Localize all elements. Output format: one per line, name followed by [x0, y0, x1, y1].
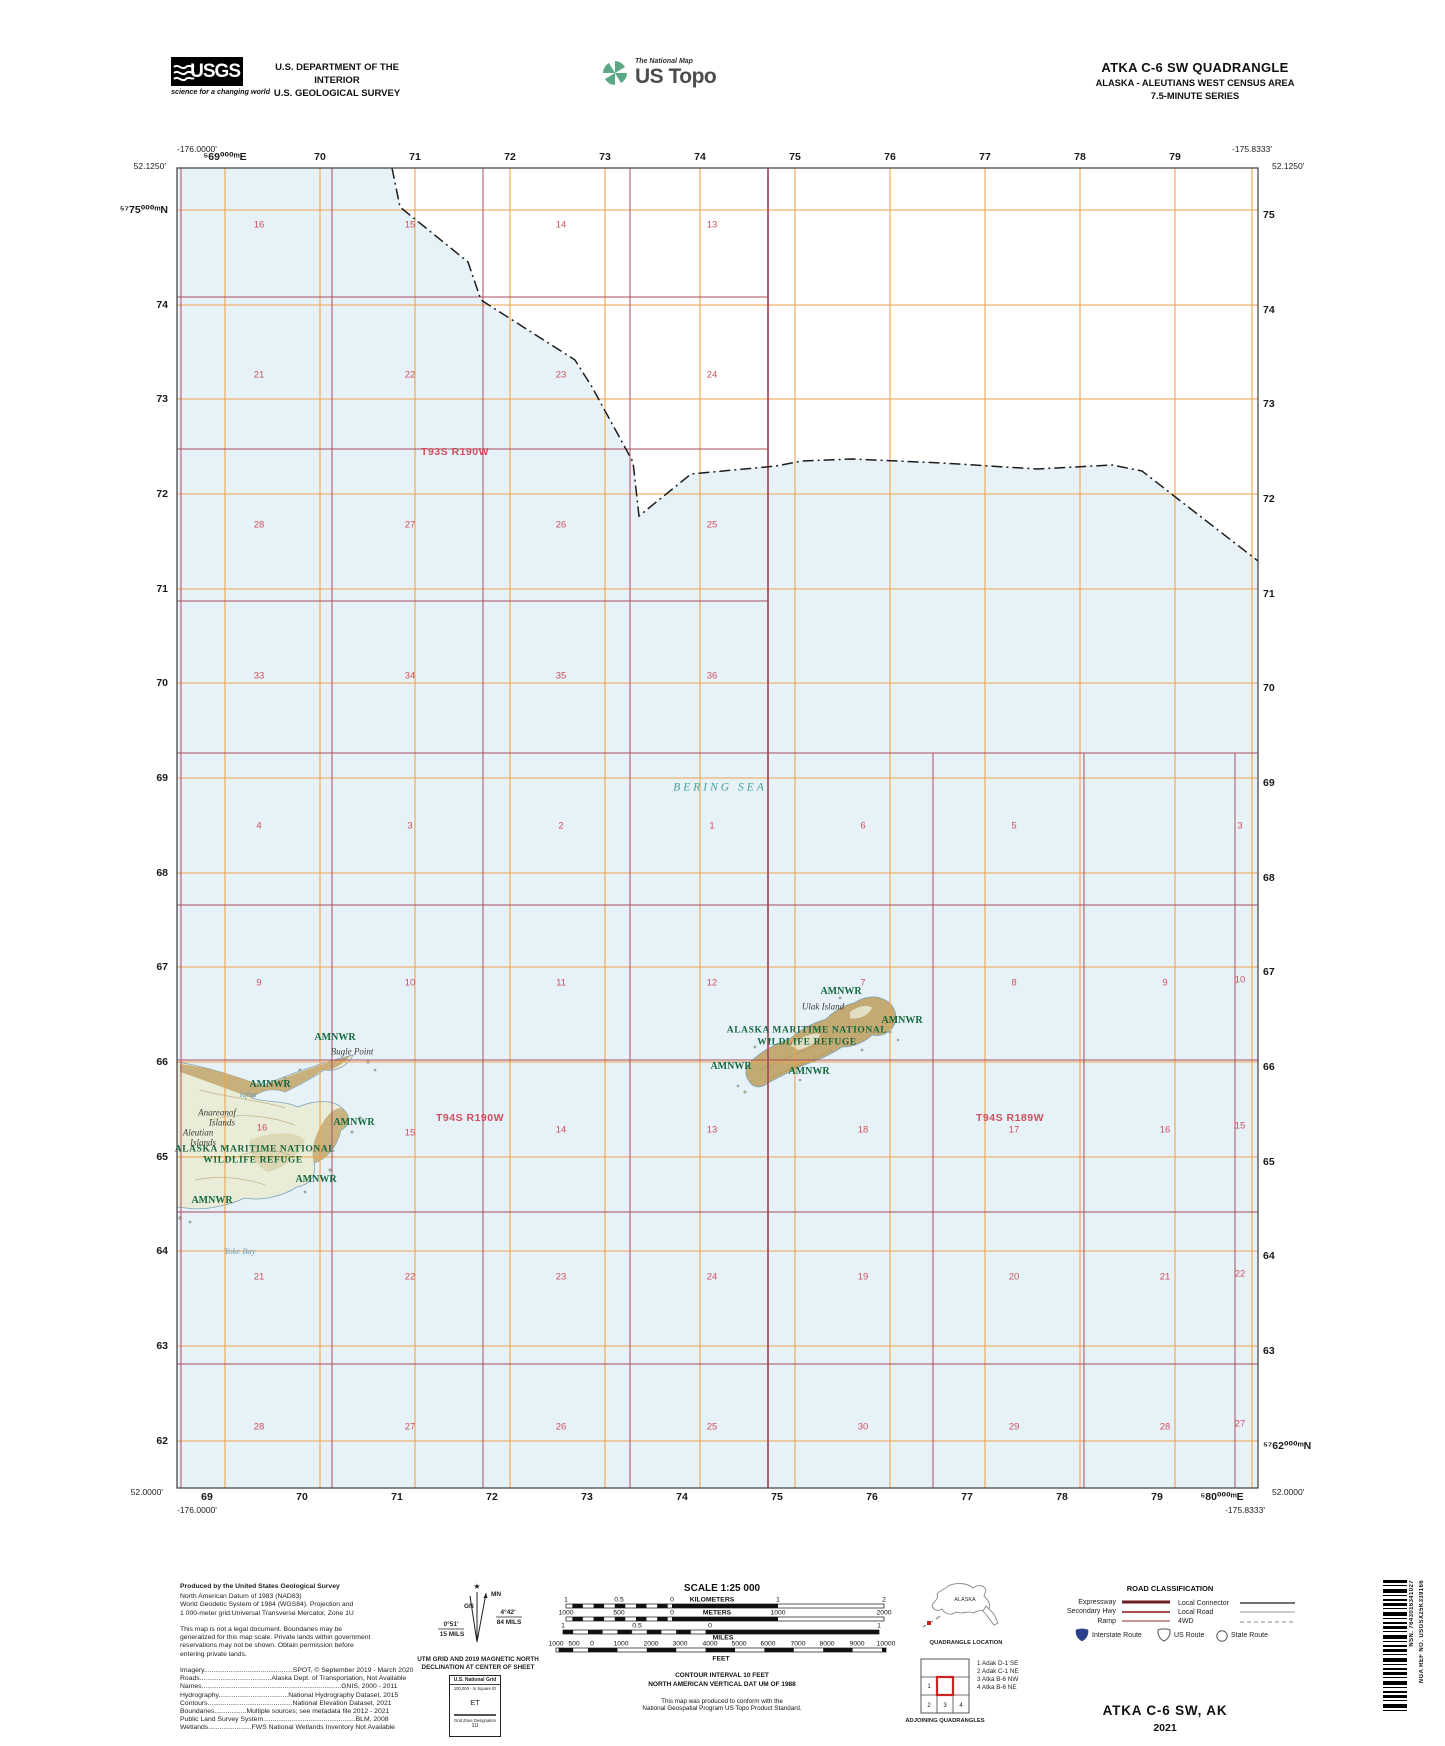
list-line: 3 Atka B-6 NW — [977, 1676, 1019, 1683]
adjoining-quad-list: 1 Adak D-1 SE 2 Adak C-1 NE 3 Atka B-6 NW 4… — [977, 1660, 1019, 1692]
usng-zone-label: Grid Zone Designation — [454, 1718, 496, 1723]
department-heading: U.S. DEPARTMENT OF THE INTERIOR U.S. GEO… — [252, 62, 422, 100]
svg-text:MN: MN — [491, 1591, 501, 1598]
utm-grid — [177, 168, 1258, 1488]
usgs-wordmark: USGS — [190, 60, 241, 82]
svg-text:84 MILS: 84 MILS — [497, 1619, 522, 1626]
road-label-secondary: Secondary Hwy — [1066, 1608, 1116, 1615]
production-credits: Produced by the United States Geological… — [180, 1583, 480, 1733]
svg-text:3: 3 — [943, 1703, 947, 1709]
list-line: Public Land Survey System...............… — [180, 1716, 389, 1724]
list-line: generalized for this map scale. Private … — [180, 1634, 371, 1642]
usng-divider — [454, 1714, 496, 1716]
svg-text:GN: GN — [464, 1603, 474, 1610]
list-line: Roads...................................… — [180, 1675, 407, 1683]
adjoining-quadrangles-diagram: 1 2 3 4 — [920, 1658, 970, 1714]
map-interior — [177, 168, 1258, 1488]
usng-title: U.S. National Grid — [450, 1676, 500, 1685]
adjoining-caption: ADJOINING QUADRANGLES — [905, 1718, 985, 1724]
road-label-interstate: Interstate Route — [1092, 1632, 1142, 1639]
barcode — [1383, 1580, 1407, 1714]
state-route-circle-icon — [1216, 1630, 1228, 1642]
list-line: Names...................................… — [180, 1683, 398, 1691]
scale-title: SCALE 1:25 000 — [683, 1583, 761, 1594]
us-topo-logo: The National Map US Topo — [600, 58, 717, 89]
list-line: 1 000-meter grid:Universal Transverse Me… — [180, 1609, 354, 1617]
quadrangle-series: 7.5-MINUTE SERIES — [1150, 91, 1240, 101]
dept-line1: U.S. DEPARTMENT OF THE INTERIOR — [275, 62, 399, 86]
national-map-brand: The National Map — [635, 58, 693, 65]
usng-subtitle: 100,000 - m Square ID — [453, 1686, 497, 1691]
credits-title: Produced by the United States Geological… — [180, 1583, 340, 1590]
quadrangle-title-block: ATKA C-6 SW QUADRANGLE ALASKA - ALEUTIAN… — [1055, 60, 1335, 101]
list-line: This map is not a legal document. Bounda… — [180, 1626, 343, 1633]
credits-lines: North American Datum of 1983 (NAD83) Worl… — [180, 1593, 480, 1732]
svg-text:1: 1 — [927, 1684, 931, 1690]
barcode-nsn: NSN. 7643016341027 — [1409, 1580, 1415, 1647]
road-classification-samples — [1075, 1600, 1295, 1642]
usng-box: U.S. National Grid 100,000 - m Square ID… — [449, 1675, 501, 1737]
svg-text:15 MILS: 15 MILS — [440, 1631, 465, 1638]
list-line: Imagery.................................… — [180, 1667, 414, 1674]
quadrangle-title: ATKA C-6 SW QUADRANGLE — [1101, 60, 1289, 75]
usng-square-id: ET — [470, 1698, 480, 1707]
road-label-4wd: 4WD — [1178, 1618, 1194, 1625]
list-line: 4 Atka B-6 NE — [977, 1684, 1017, 1691]
list-line: 1 Adak D-1 SE — [977, 1660, 1019, 1667]
road-label-us-route: US Route — [1174, 1632, 1205, 1639]
road-classification-title: ROAD CLASSIFICATION — [1126, 1584, 1214, 1593]
usgs-logo-box: USGS — [171, 57, 243, 86]
interstate-shield-icon — [1075, 1628, 1089, 1642]
quadrangle-location-caption: QUADRANGLE LOCATION — [929, 1640, 1003, 1646]
sheet-title: ATKA C-6 SW, AK — [1102, 1703, 1228, 1718]
road-label-expressway: Expressway — [1078, 1599, 1116, 1606]
list-line: Wetlands.......................FWS Natio… — [180, 1724, 395, 1732]
quadrangle-area: ALASKA - ALEUTIANS WEST CENSUS AREA — [1095, 78, 1295, 88]
list-line: Contours................................… — [180, 1699, 392, 1707]
usgs-tagline: science for a changing world — [171, 87, 271, 96]
list-line: Boundaries.................Multiple sour… — [180, 1708, 390, 1716]
us-topo-wordmark: US Topo — [635, 65, 717, 88]
anareanof-islands — [177, 1054, 377, 1224]
declination-diagram: ★ MN GN 4°42' 84 MILS 0°51' 15 MILS — [438, 1582, 522, 1643]
list-line: Hydrography.............................… — [180, 1691, 399, 1699]
usgs-wave-icon — [173, 64, 195, 82]
road-label-state-route: State Route — [1231, 1632, 1268, 1639]
list-line: reservations may not be shown. Obtain pe… — [180, 1642, 354, 1650]
us-route-shield-icon — [1157, 1628, 1171, 1642]
open-sea-white-region — [392, 168, 1258, 561]
svg-text:0°51': 0°51' — [444, 1620, 459, 1628]
svg-text:4: 4 — [959, 1703, 963, 1709]
list-line: North American Datum of 1983 (NAD83) — [180, 1593, 302, 1601]
svg-text:2: 2 — [927, 1703, 931, 1709]
usgs-logo: USGS science for a changing world — [171, 57, 281, 96]
us-topo-pinwheel-icon — [603, 61, 627, 85]
contour-note: CONTOUR INTERVAL 10 FEET NORTH AMERICAN … — [648, 1672, 796, 1688]
sheet-year: 2021 — [1153, 1722, 1177, 1734]
road-label-local-connector: Local Connector — [1178, 1600, 1229, 1607]
ulak-island — [736, 996, 900, 1094]
list-line: 2 Adak C-1 NE — [977, 1668, 1019, 1675]
section-grid — [177, 168, 1258, 1488]
declination-caption: UTM GRID AND 2019 MAGNETIC NORTH DECLINA… — [417, 1656, 539, 1672]
alaska-locator-map: ALASKA — [922, 1583, 999, 1628]
svg-text:★: ★ — [473, 1582, 480, 1591]
svg-text:4°42': 4°42' — [501, 1608, 516, 1616]
list-line: entering private lands. — [180, 1650, 247, 1658]
map-neatline — [176, 167, 1259, 1489]
dept-line2: U.S. GEOLOGICAL SURVEY — [273, 87, 401, 99]
list-line: World Geodetic System of 1984 (WGS84). P… — [180, 1601, 354, 1609]
list-line — [180, 1618, 480, 1626]
usng-zone: 1U — [471, 1723, 479, 1729]
road-label-local-road: Local Road — [1178, 1609, 1214, 1616]
barcode-nga-ref: NGA REF NO. USGSX25K339166 — [1419, 1580, 1425, 1684]
svg-text:ALASKA: ALASKA — [954, 1597, 976, 1603]
standard-note: This map was produced to conform with th… — [642, 1698, 802, 1712]
scale-bars — [555, 1603, 887, 1653]
road-label-ramp: Ramp — [1097, 1618, 1116, 1625]
